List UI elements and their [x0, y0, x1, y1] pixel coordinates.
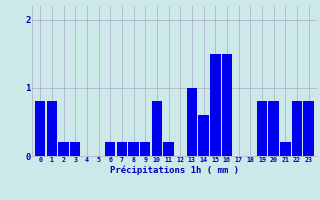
- Bar: [163, 142, 174, 156]
- Bar: [116, 142, 127, 156]
- Bar: [268, 101, 279, 156]
- Bar: [128, 142, 139, 156]
- Bar: [47, 101, 57, 156]
- Bar: [303, 101, 314, 156]
- Bar: [257, 101, 267, 156]
- Bar: [280, 142, 291, 156]
- Bar: [210, 54, 220, 156]
- Bar: [58, 142, 69, 156]
- Bar: [187, 88, 197, 156]
- Bar: [140, 142, 150, 156]
- Bar: [35, 101, 45, 156]
- Bar: [292, 101, 302, 156]
- Bar: [198, 115, 209, 156]
- X-axis label: Précipitations 1h ( mm ): Précipitations 1h ( mm ): [110, 165, 239, 175]
- Bar: [105, 142, 116, 156]
- Bar: [152, 101, 162, 156]
- Bar: [222, 54, 232, 156]
- Bar: [70, 142, 80, 156]
